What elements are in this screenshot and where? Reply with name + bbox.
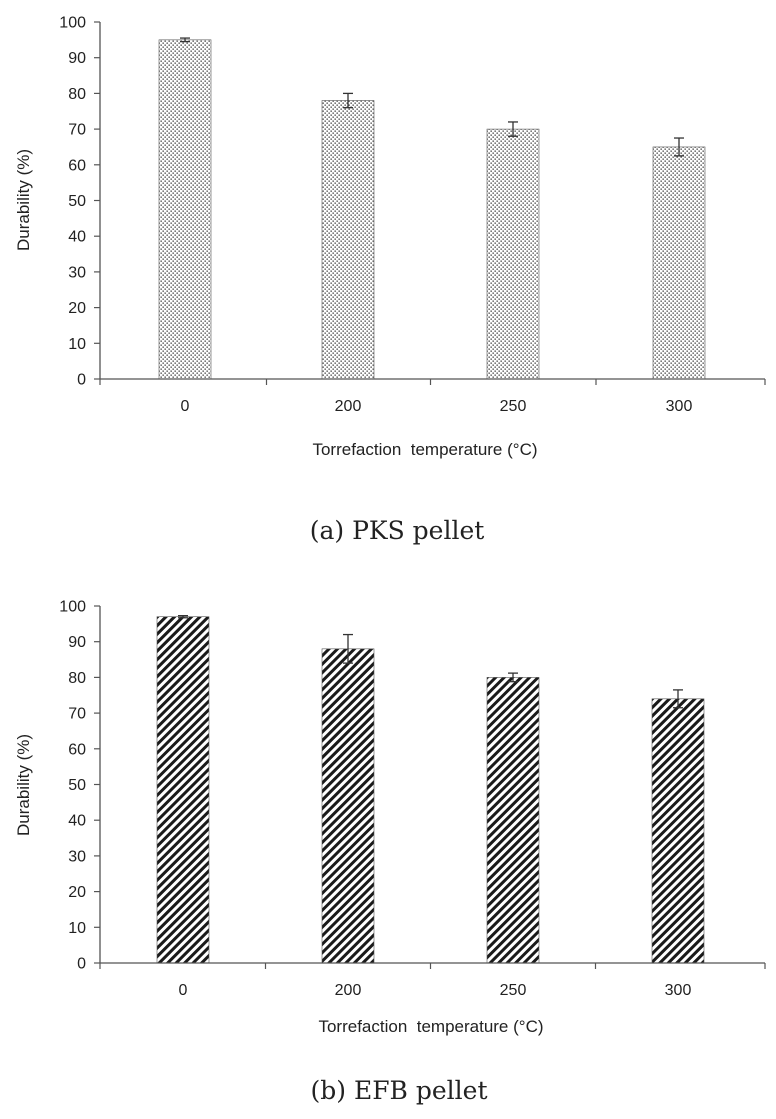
bars-pks [158, 39, 706, 380]
y-tick-label: 40 [68, 229, 86, 246]
y-tick-label: 30 [68, 848, 86, 865]
error-bar-efb-200 [343, 633, 353, 664]
bar-pks-0 [158, 39, 212, 380]
y-tick-label: 100 [59, 15, 86, 32]
y-tick-label: 60 [68, 741, 86, 758]
caption-pks: (a) PKS pellet [310, 516, 485, 545]
bar-efb-300 [651, 698, 705, 964]
y-tick-label: 80 [68, 86, 86, 103]
error-bar-efb-0 [178, 614, 188, 619]
y-ticks-efb: 0 10 20 30 40 50 60 70 80 90 100 [59, 599, 100, 973]
y-tick-label: 100 [59, 599, 86, 616]
x-tick-label: 0 [181, 398, 190, 415]
bar-pks-300 [652, 146, 706, 380]
y-tick-label: 60 [68, 157, 86, 174]
y-tick-label: 20 [68, 300, 86, 317]
x-ticks-pks: 0 200 250 300 [99, 379, 766, 415]
y-tick-label: 0 [77, 956, 86, 973]
y-tick-label: 80 [68, 670, 86, 687]
error-bar-efb-250 [508, 672, 518, 683]
x-tick-label: 300 [665, 982, 692, 999]
y-tick-label: 50 [68, 777, 86, 794]
y-tick-label: 40 [68, 813, 86, 830]
bar-efb-250 [486, 677, 540, 964]
y-tick-label: 50 [68, 193, 86, 210]
x-axis-title: Torrefaction temperature (°C) [318, 1017, 543, 1036]
error-bar-pks-0 [180, 37, 190, 43]
y-tick-label: 30 [68, 264, 86, 281]
chart-panel-efb: 0 10 20 30 40 50 60 70 80 90 100 0 200 250 300 Durabi… [14, 599, 766, 1105]
y-tick-label: 90 [68, 50, 86, 67]
x-ticks-efb: 0 200 250 300 [99, 963, 766, 999]
y-ticks-pks: 0 10 20 30 40 50 60 70 80 90 100 [59, 15, 100, 389]
bar-efb-200 [321, 648, 375, 964]
error-bar-pks-300 [674, 137, 684, 157]
error-bar-efb-300 [673, 689, 683, 709]
x-tick-label: 200 [335, 982, 362, 999]
y-tick-label: 70 [68, 706, 86, 723]
x-tick-label: 0 [179, 982, 188, 999]
bar-pks-200 [321, 100, 375, 380]
y-axis-title: Durability (%) [14, 149, 33, 251]
error-bar-pks-200 [343, 92, 353, 109]
y-tick-label: 10 [68, 336, 86, 353]
bar-pks-250 [486, 128, 540, 380]
caption-efb: (b) EFB pellet [310, 1076, 487, 1105]
y-tick-label: 90 [68, 634, 86, 651]
error-bar-pks-250 [508, 121, 518, 137]
y-tick-label: 0 [77, 372, 86, 389]
x-tick-label: 250 [500, 398, 527, 415]
bar-efb-0 [156, 616, 210, 964]
y-tick-label: 70 [68, 122, 86, 139]
y-tick-label: 20 [68, 884, 86, 901]
error-bars-pks [180, 37, 684, 157]
x-tick-label: 250 [500, 982, 527, 999]
y-tick-label: 10 [68, 920, 86, 937]
x-axis-title: Torrefaction temperature (°C) [312, 440, 537, 459]
y-axis-title: Durability (%) [14, 734, 33, 836]
error-bars-efb [178, 614, 683, 709]
chart-panel-pks: 0 10 20 30 40 50 60 70 80 90 100 0 200 250 300 Durabi… [14, 15, 766, 545]
x-tick-label: 200 [335, 398, 362, 415]
x-tick-label: 300 [666, 398, 693, 415]
bars-efb [156, 616, 705, 964]
